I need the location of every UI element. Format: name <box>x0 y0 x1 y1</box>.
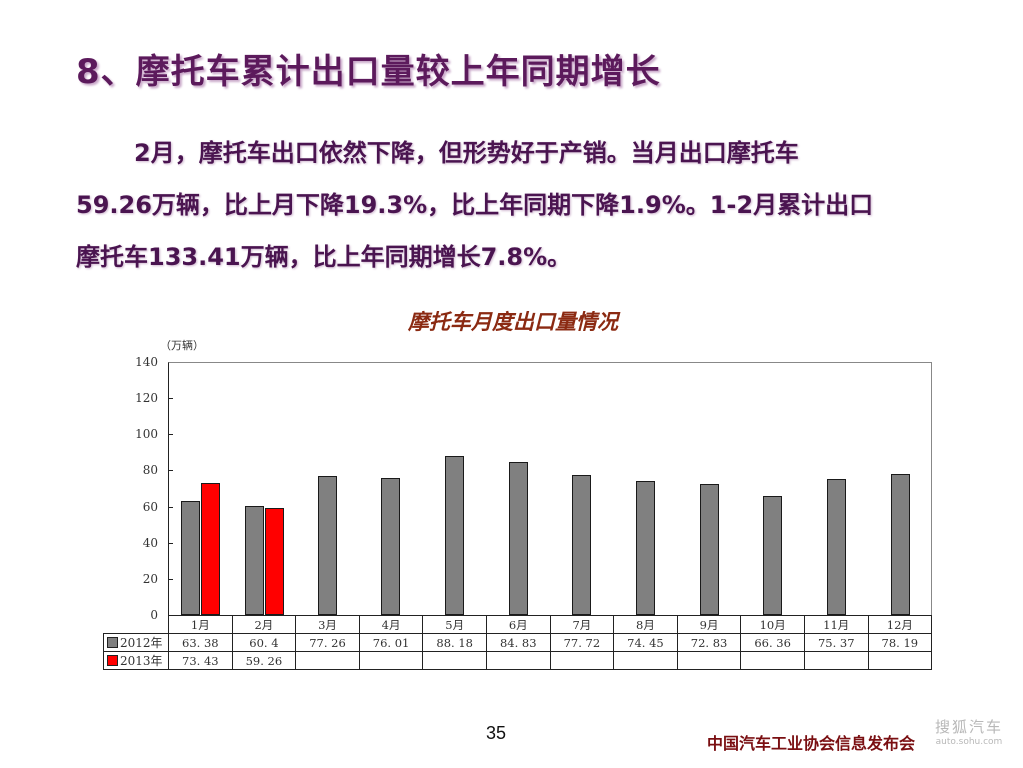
bar-2012年-11月 <box>827 479 846 615</box>
bar-2013年-1月 <box>200 482 220 615</box>
legend-2012: 2012年 <box>103 633 169 652</box>
y-tick-mark <box>168 398 173 400</box>
category-row: 1月 2月 3月 4月 5月 6月 7月 8月 9月 10月 11月 12月 <box>103 615 933 634</box>
slide-paragraph: 2月，摩托车出口依然下降，但形势好于产销。当月出口摩托车 59.26万辆，比上月… <box>76 127 956 283</box>
data-cell <box>676 651 742 670</box>
category-label: 6月 <box>485 615 551 634</box>
data-cell <box>613 651 678 670</box>
category-label: 2月 <box>231 615 297 634</box>
y-tick-label: 40 <box>142 535 158 550</box>
bar-2012年-2月 <box>244 506 264 615</box>
paragraph-line: 2月，摩托车出口依然下降，但形势好于产销。当月出口摩托车 <box>134 139 799 167</box>
bar-2012年-6月 <box>508 462 528 615</box>
category-label: 12月 <box>867 615 933 634</box>
series-row-2012: 2012年 63. 38 60. 4 77. 26 76. 01 88. 18 84. 8… <box>103 633 933 652</box>
y-tick-mark <box>168 434 173 436</box>
category-label: 1月 <box>168 615 233 634</box>
data-table: 1月 2月 3月 4月 5月 6月 7月 8月 9月 10月 11月 12月 2012年 63. 38… <box>103 615 933 670</box>
y-tick-label: 140 <box>135 355 158 369</box>
data-cell: 78. 19 <box>867 633 933 652</box>
data-cell: 59. 26 <box>231 651 297 670</box>
data-cell <box>485 651 551 670</box>
footer-organization: 中国汽车工业协会信息发布会 <box>707 734 916 753</box>
data-cell <box>358 651 424 670</box>
bar-2012年-1月 <box>180 500 200 615</box>
data-cell: 72. 83 <box>676 633 742 652</box>
data-cell: 73. 43 <box>168 651 233 670</box>
bar-2012年-3月 <box>317 475 337 615</box>
slide-title: 8、摩托车累计出口量较上年同期增长 <box>76 52 661 92</box>
y-tick-label: 20 <box>142 571 158 586</box>
data-cell <box>803 651 869 670</box>
legend-swatch-gray-icon <box>107 637 118 648</box>
paragraph-line: 摩托车133.41万辆，比上年同期增长7.8%。 <box>76 243 572 271</box>
category-label: 5月 <box>422 615 487 634</box>
series-row-2013: 2013年 73. 43 59. 26 <box>103 651 933 670</box>
data-cell <box>867 651 933 670</box>
category-label: 9月 <box>676 615 742 634</box>
watermark-cn: 搜狐汽车 <box>935 718 1004 736</box>
chart-title: 摩托车月度出口量情况 <box>408 310 618 334</box>
y-tick-label: 120 <box>135 391 158 406</box>
table-corner <box>103 615 169 634</box>
bar-2012年-9月 <box>699 483 719 615</box>
paragraph-line: 59.26万辆，比上月下降19.3%，比上年同期下降1.9%。1-2月累计出口 <box>76 191 874 219</box>
y-tick-mark <box>168 542 173 544</box>
bar-2012年-8月 <box>636 481 655 615</box>
legend-swatch-red-icon <box>107 655 118 666</box>
data-cell: 88. 18 <box>422 633 487 652</box>
data-cell: 66. 36 <box>740 633 805 652</box>
category-label: 10月 <box>740 615 805 634</box>
y-tick-label: 80 <box>142 463 158 478</box>
data-cell: 77. 72 <box>549 633 615 652</box>
category-label: 11月 <box>803 615 869 634</box>
data-cell <box>295 651 360 670</box>
data-cell <box>549 651 615 670</box>
legend-2013: 2013年 <box>103 651 169 670</box>
category-label: 4月 <box>358 615 424 634</box>
bar-2013年-2月 <box>264 508 284 615</box>
y-tick-mark <box>168 578 173 580</box>
data-cell <box>740 651 805 670</box>
y-tick-label: 100 <box>135 427 158 442</box>
data-cell: 63. 38 <box>168 633 233 652</box>
y-tick-label: 60 <box>142 499 158 514</box>
bar-2012年-10月 <box>763 495 783 615</box>
data-cell <box>422 651 487 670</box>
page-number: 35 <box>486 723 507 743</box>
y-tick-mark <box>168 470 173 472</box>
bar-2012年-4月 <box>381 478 401 615</box>
category-label: 8月 <box>613 615 678 634</box>
category-label: 7月 <box>549 615 615 634</box>
bar-2012年-5月 <box>445 456 464 615</box>
watermark: 搜狐汽车 auto.sohu.com <box>935 716 1003 747</box>
data-cell: 74. 45 <box>613 633 678 652</box>
data-cell: 77. 26 <box>295 633 360 652</box>
y-axis-unit-label: （万辆） <box>160 339 204 352</box>
data-cell: 76. 01 <box>358 633 424 652</box>
category-label: 3月 <box>295 615 360 634</box>
y-tick-mark <box>168 506 173 508</box>
watermark-en: auto.sohu.com <box>935 737 1003 747</box>
y-tick-label: 0 <box>150 608 158 622</box>
plot-area <box>168 362 932 615</box>
data-cell: 84. 83 <box>485 633 551 652</box>
bar-2012年-7月 <box>572 475 592 615</box>
bar-2012年-12月 <box>890 474 910 615</box>
data-cell: 75. 37 <box>803 633 869 652</box>
data-cell: 60. 4 <box>231 633 297 652</box>
